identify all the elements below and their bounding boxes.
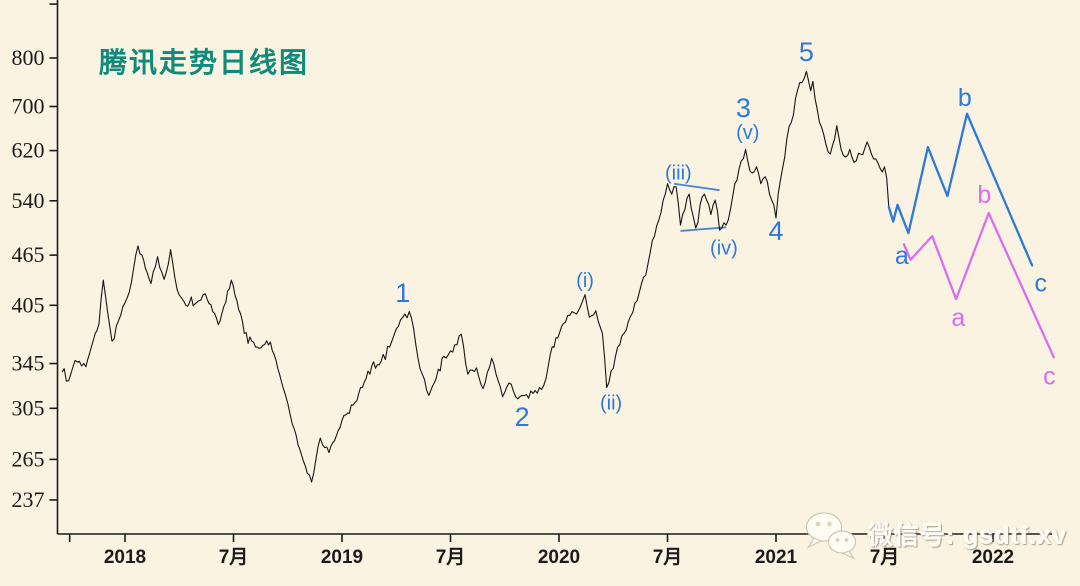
wave-label-a-magenta: a [951,304,965,332]
wechat-icon [805,512,857,560]
wave-label-c-blue: c [1034,270,1047,298]
y-tick-label: 620 [12,138,45,163]
blue-projection-line [887,112,1034,267]
y-tick-label: 540 [12,188,45,213]
y-tick-label: 237 [12,487,45,512]
wave-label-a-blue: a [895,242,909,270]
wave-label-i-blue: (i) [576,270,594,292]
x-tick-label: 2022 [972,547,1014,568]
price-line [61,70,890,483]
wave-label-5-blue: 5 [799,37,814,67]
wave-label-1-blue: 1 [395,278,410,308]
x-tick-label: 7月 [219,547,249,568]
x-tick-label: 2019 [321,547,363,568]
wave-label-3-blue: 3 [736,93,751,123]
wave-label-c-magenta: c [1043,362,1056,390]
magenta-projection-line [902,211,1055,359]
wave-iv-lower-trendline [680,226,727,232]
y-tick-label: 265 [12,446,45,471]
y-tick-label: 405 [12,292,45,317]
page-title: 腾讯走势日线图 [99,47,310,78]
x-tick-label: 2021 [755,547,798,568]
wave-label-4-blue: 4 [768,216,783,246]
wave-iv-upper-trendline [673,182,720,192]
y-tick-label: 800 [12,45,45,70]
wave-label-v-blue: (v) [736,122,759,144]
wave-label-ii-blue: (ii) [600,392,622,414]
x-tick-label: 7月 [870,547,900,568]
y-tick-label: 305 [12,395,45,420]
x-tick-label: 7月 [653,547,683,568]
wave-label-b-blue: b [958,84,972,112]
watermark: 微信号: gsdtf.xv [800,508,1067,560]
x-tick-label: 7月 [436,547,466,568]
wave-label-iii-blue: (iii) [665,162,692,184]
wave-label-2-blue: 2 [515,402,530,432]
y-tick-label: 345 [12,351,45,376]
wave-label-iv-blue: (iv) [710,237,738,259]
watermark-text: 微信号: gsdtf.xv [868,522,1068,550]
y-tick-label: 700 [12,94,45,119]
y-tick-label: 465 [12,242,45,267]
x-tick-label: 2020 [538,547,580,568]
x-tick-label: 2018 [104,547,146,568]
wave-label-b-magenta: b [977,181,991,209]
